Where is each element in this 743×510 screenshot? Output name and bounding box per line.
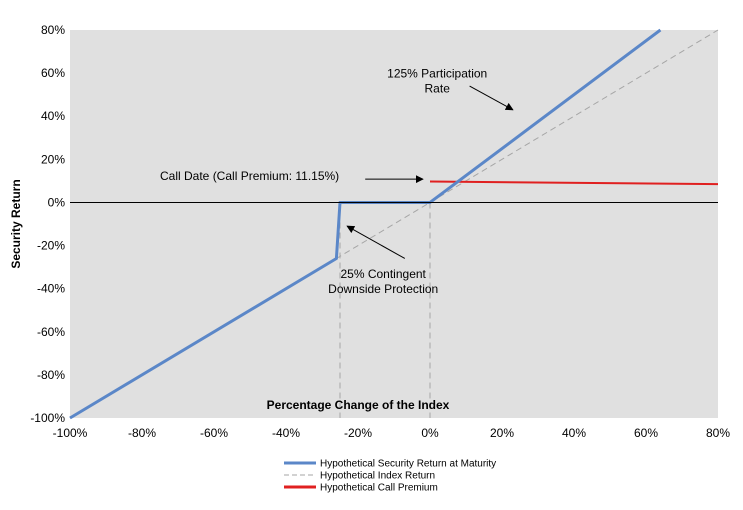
y-tick-labels: -100% -80% -60% -40% -20% 0% 20% 40% 60% 80% <box>30 23 65 425</box>
series-line <box>429 180 719 186</box>
y-tick-label: 20% <box>41 152 65 166</box>
x-tick-label: 40% <box>562 426 586 440</box>
y-tick-label: -60% <box>37 325 65 339</box>
legend: Hypothetical Security Return at Maturity… <box>284 459 496 494</box>
annotation-text: 25% Contingent <box>340 267 426 281</box>
x-tick-label: -60% <box>200 426 228 440</box>
x-tick-label: -80% <box>128 426 156 440</box>
x-tick-label: 0% <box>421 426 439 440</box>
y-tick-label: 80% <box>41 23 65 37</box>
x-tick-label: -20% <box>344 426 372 440</box>
y-tick-label: -100% <box>30 411 65 425</box>
x-tick-label: 20% <box>490 426 514 440</box>
annotation-text: 125% Participation <box>387 66 487 80</box>
annotation-arrow <box>469 85 514 111</box>
legend-label: Hypothetical Security Return at Maturity <box>320 459 496 470</box>
y-axis-title: Security Return <box>9 179 23 268</box>
x-tick-label: -40% <box>272 426 300 440</box>
annotation-text: Rate <box>425 81 451 95</box>
annotation-arrow <box>346 225 406 259</box>
legend-label: Hypothetical Call Premium <box>320 483 438 494</box>
x-tick-labels: -100% -80% -60% -40% -20% 0% 20% 40% 60% 80% <box>53 426 731 440</box>
reference-lines <box>339 202 431 418</box>
x-tick-label: 80% <box>706 426 730 440</box>
legend-label: Hypothetical Index Return <box>320 471 435 482</box>
y-tick-label: 60% <box>41 66 65 80</box>
x-tick-label: 60% <box>634 426 658 440</box>
annotation-text: Call Date (Call Premium: 11.15%) <box>160 169 339 183</box>
x-axis-title: Percentage Change of the Index <box>267 398 450 412</box>
y-tick-label: -80% <box>37 368 65 382</box>
y-tick-label: -40% <box>37 282 65 296</box>
annotation-text: Downside Protection <box>328 282 438 296</box>
y-tick-label: 40% <box>41 109 65 123</box>
x-tick-label: -100% <box>53 426 88 440</box>
y-tick-label: 0% <box>48 195 66 209</box>
y-tick-label: -20% <box>37 239 65 253</box>
